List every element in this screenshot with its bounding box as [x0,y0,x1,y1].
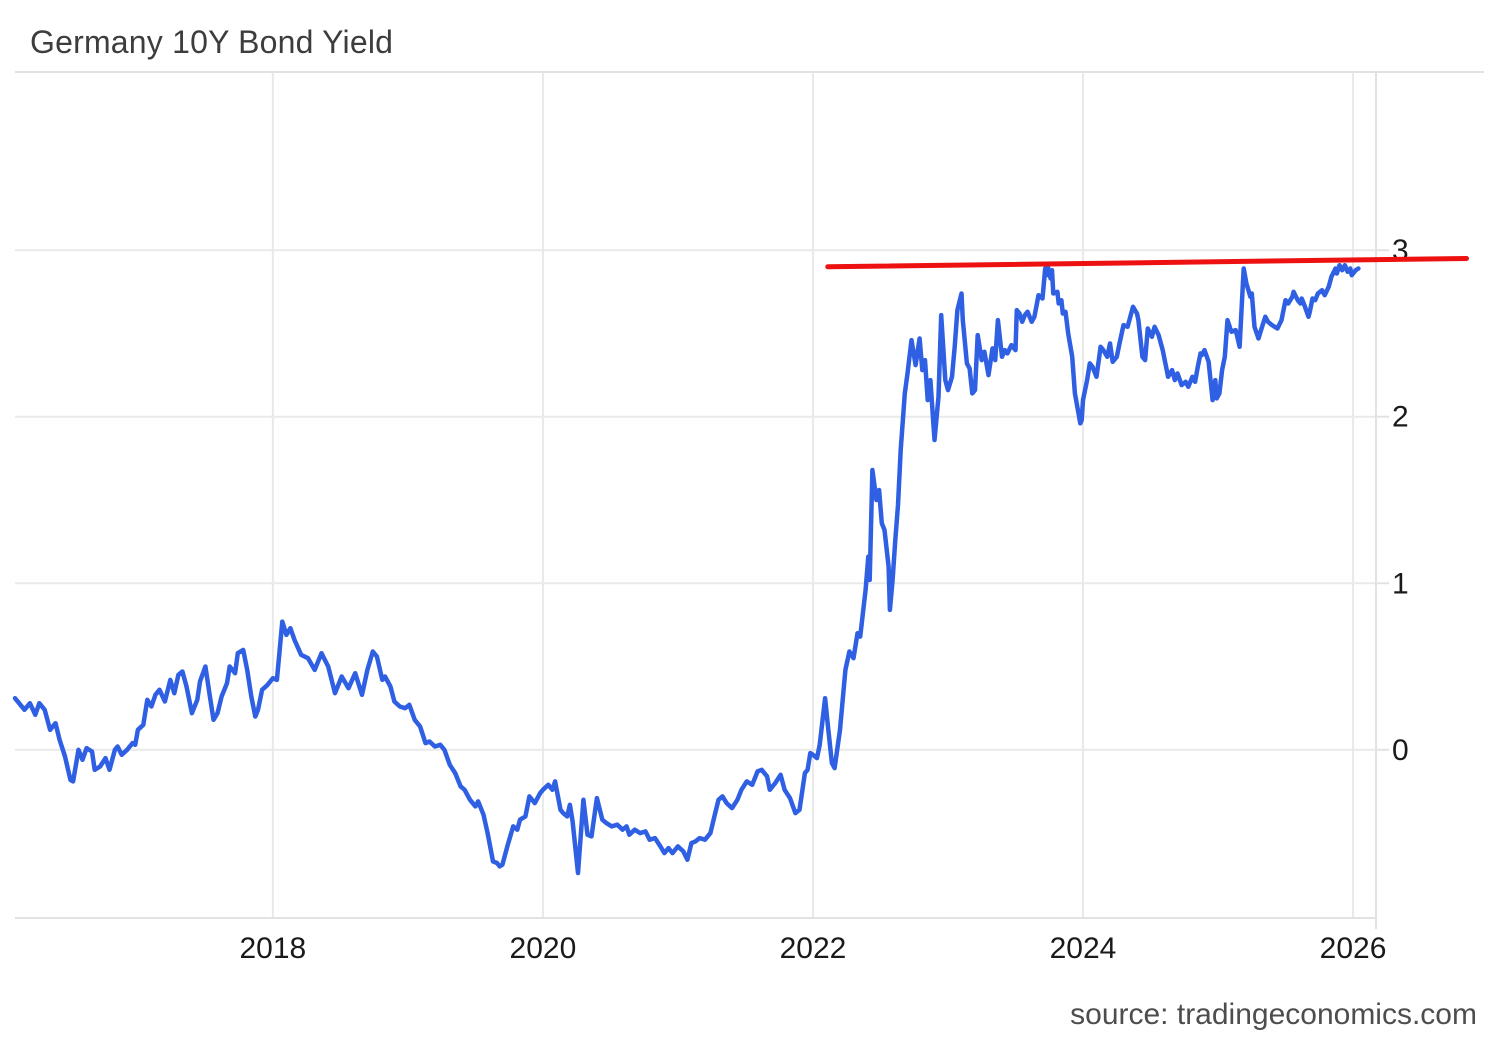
chart-title: Germany 10Y Bond Yield [30,24,394,60]
y-tick-label: 2 [1392,401,1409,434]
y-tick-label: 1 [1392,567,1409,600]
x-tick-label: 2024 [1050,932,1117,965]
yield-series-line [12,262,1361,876]
y-tick-label: 3 [1392,234,1409,267]
resistance-trendline [825,256,1469,270]
x-tick-label: 2022 [780,932,847,965]
x-tick-label: 2018 [240,932,307,965]
y-tick-label: 0 [1392,734,1409,767]
x-tick-label: 2026 [1320,932,1387,965]
source-attribution: source: tradingeconomics.com [1070,998,1477,1031]
x-tick-label: 2020 [510,932,577,965]
